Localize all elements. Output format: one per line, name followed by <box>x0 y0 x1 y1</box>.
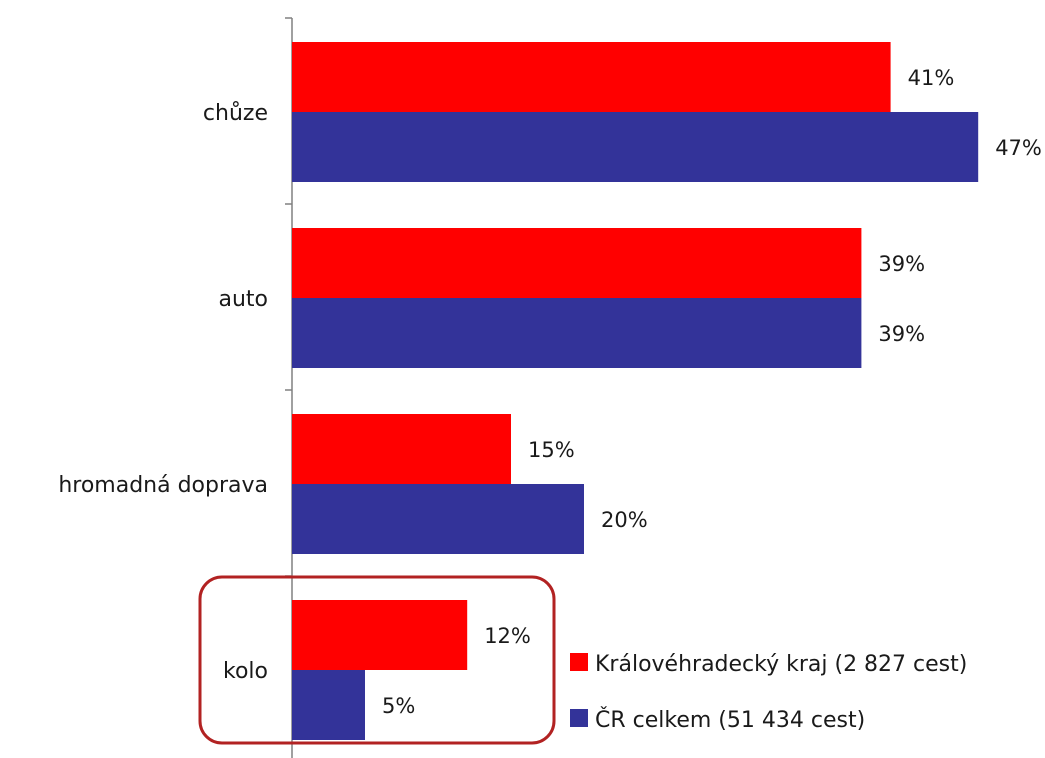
bar-cr-2 <box>292 484 584 554</box>
data-label: 39% <box>878 252 925 276</box>
bar-cr-1 <box>292 298 862 368</box>
category-label: kolo <box>223 659 268 684</box>
data-label: 41% <box>908 66 955 90</box>
legend-label: Královéhradecký kraj (2 827 cest) <box>595 652 967 677</box>
data-label: 12% <box>484 624 531 648</box>
legend-swatch <box>570 653 588 671</box>
category-label: hromadná doprava <box>58 473 268 498</box>
bar-cr-0 <box>292 112 979 182</box>
data-label: 15% <box>528 438 575 462</box>
data-label: 47% <box>995 136 1042 160</box>
category-label: auto <box>218 287 268 312</box>
bar-cr-3 <box>292 670 365 740</box>
data-label: 20% <box>601 508 648 532</box>
legend: Královéhradecký kraj (2 827 cest) ČR celk… <box>570 652 967 733</box>
bar-kralovehradecky-2 <box>292 414 511 484</box>
bars-layer <box>292 42 979 740</box>
category-label: chůze <box>203 101 268 126</box>
bar-kralovehradecky-1 <box>292 228 862 298</box>
legend-swatch <box>570 709 588 727</box>
axis-layer <box>285 17 293 758</box>
bar-kralovehradecky-0 <box>292 42 891 112</box>
data-label: 39% <box>878 322 925 346</box>
data-label: 5% <box>382 694 415 718</box>
legend-label: ČR celkem (51 434 cest) <box>595 707 865 733</box>
labels-layer: 41% 47% chůze 39% 39% auto 15% 20% hromadná dopr… <box>58 66 1042 718</box>
highlight-layer <box>198 575 556 745</box>
highlight-box <box>198 575 556 745</box>
bar-kralovehradecky-3 <box>292 600 468 670</box>
